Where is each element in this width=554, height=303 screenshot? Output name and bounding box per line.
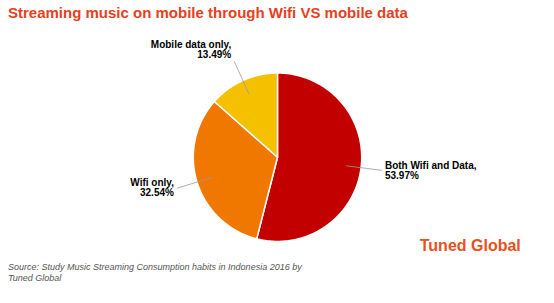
svg-text:Wifi only,32.54%: Wifi only,32.54% (130, 177, 174, 198)
html-text:Streaming music on mobile thro: Streaming music on mobile through Wifi V… (8, 4, 408, 21)
svg-text:Mobile data only,13.49%: Mobile data only,13.49% (151, 39, 232, 60)
svg-text:Both Wifi and Data,53.97%: Both Wifi and Data,53.97% (385, 160, 477, 181)
svg-text:Tuned Global: Tuned Global (420, 237, 521, 254)
html-text:Source: Study Music Streaming: Source: Study Music Streaming Consumptio… (8, 262, 302, 283)
